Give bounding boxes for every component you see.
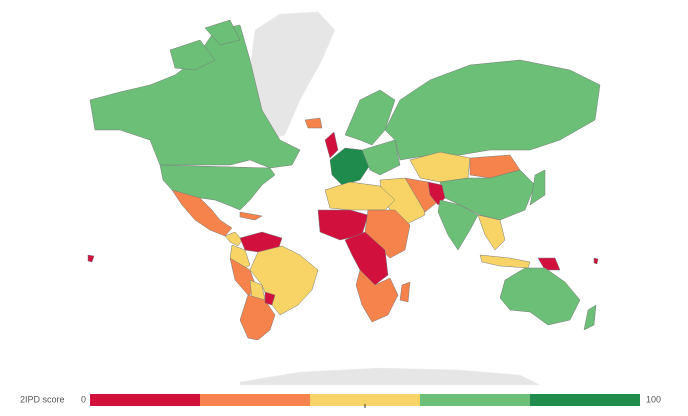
central-africa: [344, 231, 389, 286]
western-europe: [329, 147, 373, 186]
pacific-island-right: [593, 257, 599, 265]
legend: 2IPD score 0 100: [20, 394, 661, 408]
australia: [499, 267, 581, 326]
mexico: [171, 189, 233, 237]
antarctica: [239, 367, 541, 386]
eastern-europe: [361, 139, 401, 176]
brazil: [249, 245, 319, 316]
central-america: [224, 231, 243, 247]
legend-title: 2IPD score: [20, 394, 65, 404]
scandinavia: [344, 89, 396, 146]
japan: [529, 169, 546, 206]
madagascar: [399, 281, 411, 303]
pacific-island-left: [87, 254, 95, 263]
canada: [89, 24, 301, 169]
legend-color-segment: [530, 394, 640, 406]
legend-color-segment: [200, 394, 310, 406]
southern-africa: [355, 269, 399, 323]
arctic-islands: [169, 19, 241, 71]
iran: [404, 177, 441, 213]
southeast-asia: [477, 214, 506, 251]
usa: [159, 164, 276, 211]
legend-max: 100: [646, 394, 661, 404]
iceland: [304, 117, 323, 129]
legend-color-segment: [420, 394, 530, 406]
legend-min: 0: [81, 394, 86, 404]
china: [439, 169, 536, 221]
indonesia: [479, 254, 531, 269]
paraguay: [264, 291, 276, 306]
new-zealand: [583, 304, 597, 331]
russia: [384, 59, 601, 161]
uk: [324, 131, 339, 159]
cuba: [239, 211, 263, 221]
north-africa: [324, 181, 396, 211]
legend-color-segment: [90, 394, 200, 406]
india: [437, 199, 479, 251]
new-guinea: [537, 257, 561, 271]
map: [87, 11, 601, 386]
legend-color-segment: [310, 394, 420, 406]
